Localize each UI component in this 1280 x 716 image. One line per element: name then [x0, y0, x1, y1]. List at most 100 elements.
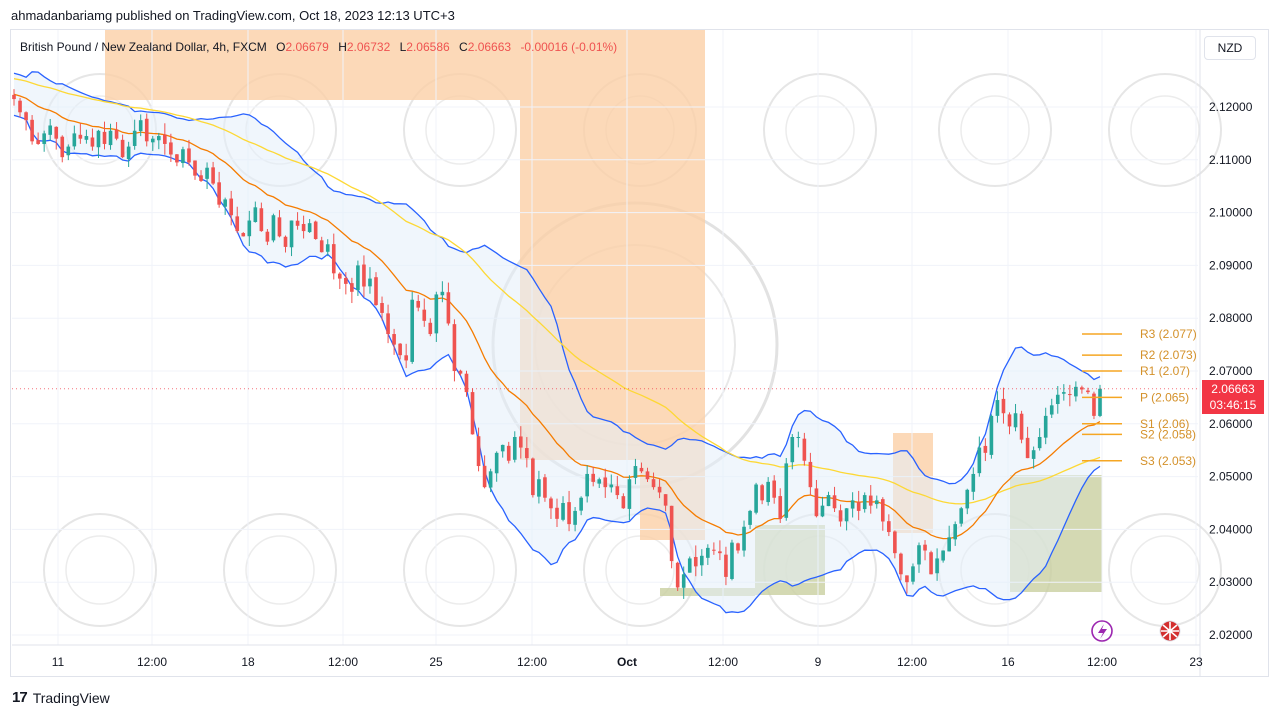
candle-body	[1025, 437, 1030, 459]
candle-body	[217, 182, 221, 205]
candle-body	[482, 465, 487, 488]
candle-body	[205, 167, 209, 179]
candle-body	[555, 507, 559, 519]
candle-body	[470, 392, 475, 435]
candle-body	[1068, 394, 1072, 396]
candle-body	[1019, 413, 1024, 440]
lightning-icon[interactable]	[1091, 620, 1113, 642]
candle-body	[163, 134, 167, 144]
candle-body	[1092, 393, 1096, 416]
candle-body	[150, 138, 155, 143]
y-tick-label: 2.10000	[1209, 206, 1253, 220]
candle-body	[440, 291, 445, 296]
candle-body	[265, 231, 270, 242]
candle-body	[1086, 390, 1090, 393]
publisher-line: ahmadanbariamg published on TradingView.…	[11, 8, 455, 23]
candle-body	[464, 373, 469, 393]
candle-body	[446, 292, 451, 324]
tradingview-logo[interactable]: 17 TradingView	[12, 689, 110, 706]
candle-body	[126, 146, 131, 160]
candle-body	[820, 505, 825, 517]
trade-zone	[105, 30, 520, 100]
candle-body	[337, 273, 342, 279]
candle-body	[277, 217, 282, 237]
symbol-legend: British Pound / New Zealand Dollar, 4h, …	[20, 40, 617, 54]
candle-body	[868, 495, 873, 506]
candle-body	[350, 283, 354, 292]
candle-body	[712, 549, 716, 551]
candle-body	[1043, 415, 1048, 438]
y-tick-label: 2.02000	[1209, 628, 1253, 642]
x-axis: 11 12:00 18 12:00 25 12:00 Oct 12:00 9 12:00 16 12:…	[52, 655, 1203, 669]
watermark-circle	[403, 513, 517, 627]
x-tick-label: Oct	[617, 655, 637, 669]
candle-body	[169, 142, 173, 155]
candle-body	[1061, 392, 1066, 394]
x-tick-label: 12:00	[517, 655, 547, 669]
candle-body	[72, 133, 77, 147]
candle-body	[392, 334, 396, 345]
candle-body	[48, 125, 53, 135]
candle-body	[1001, 398, 1006, 414]
x-tick-label: 11	[52, 655, 65, 669]
candle-body	[458, 370, 463, 374]
candle-body	[1007, 414, 1012, 427]
candle-body	[108, 130, 113, 146]
candle-body	[760, 485, 764, 501]
x-tick-label: 23	[1189, 655, 1203, 669]
pivot-label: S2 (2.058)	[1140, 427, 1196, 441]
candle-body	[639, 467, 644, 472]
high-value: 2.06732	[346, 40, 391, 54]
tradingview-logo-icon: 17	[12, 689, 28, 706]
y-tick-label: 2.08000	[1209, 311, 1253, 325]
candle-body	[977, 447, 982, 474]
candle-body	[223, 199, 227, 207]
candle-body	[362, 264, 366, 287]
candle-body	[247, 220, 252, 237]
change-value: -0.00016 (-0.01%)	[520, 40, 618, 54]
candle-body	[627, 479, 632, 509]
candle-body	[398, 343, 402, 356]
candle-body	[609, 484, 614, 488]
candle-body	[18, 100, 22, 113]
close-label: C	[459, 40, 468, 54]
watermark-circle	[245, 535, 315, 605]
candle-body	[880, 499, 885, 522]
candle-body	[283, 236, 288, 247]
candle-body	[549, 498, 553, 509]
x-tick-label: 16	[1001, 655, 1015, 669]
misc-layer	[12, 388, 1200, 642]
candle-body	[120, 139, 125, 158]
candle-body	[579, 497, 583, 511]
candle-body	[953, 524, 958, 540]
candle-body	[989, 415, 994, 455]
candle-body	[518, 436, 523, 448]
chart-frame[interactable]	[10, 29, 1269, 677]
candle-body	[724, 554, 728, 577]
candle-body	[941, 550, 945, 561]
y-tick-label: 2.07000	[1209, 364, 1253, 378]
candle-body	[591, 473, 596, 482]
candle-body	[681, 574, 686, 588]
candle-body	[693, 556, 698, 567]
candle-body	[687, 558, 692, 573]
candle-body	[181, 149, 185, 164]
last-price-tag: 2.06663 03:46:15	[1202, 380, 1264, 414]
candle-body	[1074, 386, 1078, 397]
currency-button[interactable]: NZD	[1204, 36, 1256, 60]
candle-body	[1013, 413, 1018, 428]
watermark-circle	[938, 73, 1052, 187]
pivot-label: S3 (2.053)	[1140, 454, 1196, 468]
candle-body	[808, 461, 813, 488]
candle-body	[307, 223, 312, 233]
pivot-label: P (2.065)	[1140, 390, 1189, 404]
watermark-circle	[763, 73, 877, 187]
ema-slow-line	[13, 78, 1101, 505]
candle-body	[621, 496, 626, 509]
candle-body	[862, 495, 867, 510]
candle-body	[603, 477, 608, 488]
pivot-label: R3 (2.077)	[1140, 327, 1197, 341]
watermark-circle	[960, 95, 1030, 165]
candle-body	[156, 136, 161, 141]
